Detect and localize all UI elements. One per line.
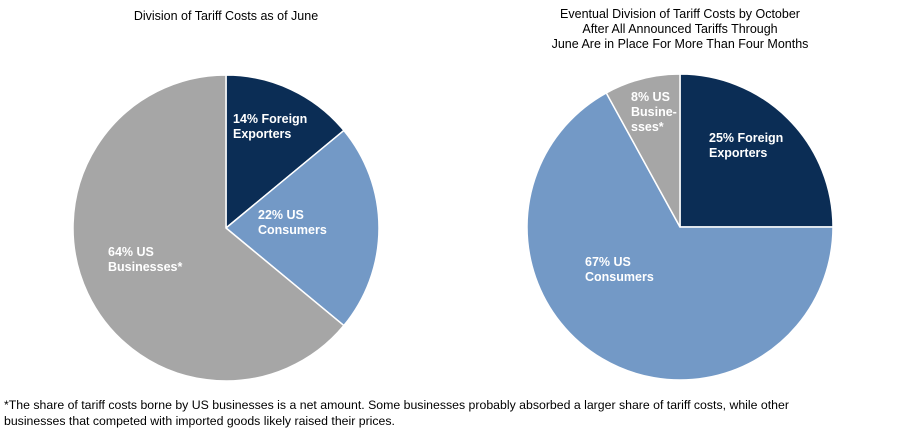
slice-label: 25% Foreign Exporters — [709, 131, 783, 160]
chart-title-right: Eventual Division of Tariff Costs by Oct… — [453, 7, 907, 52]
pie-slice — [72, 74, 345, 382]
pie-slice — [679, 73, 834, 228]
pie-chart-right: 25% Foreign Exporters 67% US Consumers 8% US… — [526, 73, 834, 381]
chart-title-right-line-1: Eventual Division of Tariff Costs by Oct… — [560, 7, 800, 21]
pie-slice — [225, 74, 345, 229]
footnote: *The share of tariff costs borne by US b… — [4, 398, 904, 429]
pie-slice — [526, 92, 834, 381]
slice-label: 22% US Consumers — [258, 208, 327, 237]
slice-label: 8% US Busine-sses* — [631, 90, 677, 134]
footnote-line-2: businesses that competed with imported g… — [4, 413, 395, 428]
slice-label: 67% US Consumers — [585, 255, 654, 284]
pie-slice — [225, 129, 380, 327]
chart-title-left: Division of Tariff Costs as of June — [133, 9, 319, 23]
slice-label: 64% US Businesses* — [108, 245, 182, 274]
slice-label: 14% Foreign Exporters — [233, 112, 307, 141]
chart-title-right-line-3: June Are in Place For More Than Four Mon… — [551, 37, 809, 51]
pie-chart-left: 14% Foreign Exporters 22% US Consumers 64% U… — [72, 74, 380, 382]
chart-title-right-line-2: After All Announced Tariffs Through — [582, 22, 778, 36]
pie-slice — [605, 73, 681, 228]
footnote-line-1: *The share of tariff costs borne by US b… — [4, 398, 789, 412]
